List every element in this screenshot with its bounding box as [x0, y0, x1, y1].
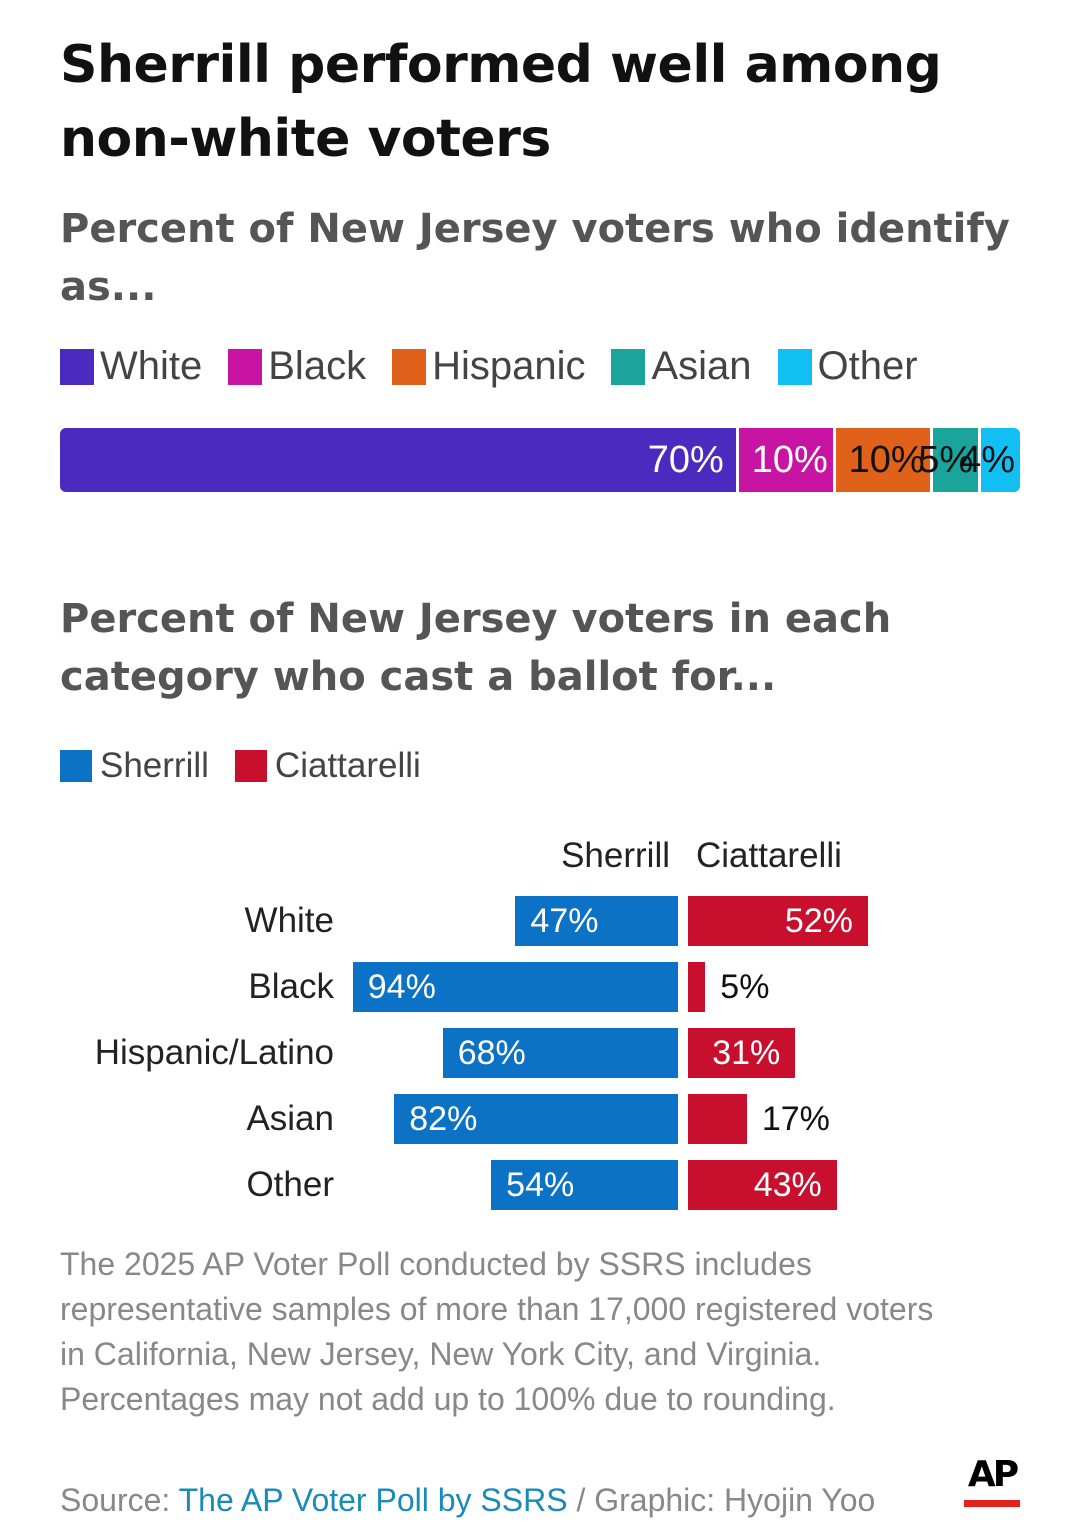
- legend-item-black: Black: [228, 344, 366, 389]
- segment-label: 10%: [751, 438, 828, 481]
- bar-label-ciattarelli: 5%: [720, 968, 770, 1006]
- legend-swatch: [611, 348, 646, 385]
- row-label-white: White: [244, 901, 334, 940]
- legend-swatch: [228, 348, 263, 385]
- row-label-black: Black: [248, 967, 334, 1006]
- source-credit: / Graphic: Hyojin Yoo: [567, 1482, 876, 1518]
- bar-sherrill: [352, 962, 678, 1012]
- ap-logo-underline: [964, 1500, 1020, 1507]
- legend-label: Asian: [651, 344, 752, 388]
- bar-label-sherrill: 68%: [457, 1034, 526, 1072]
- legend-item-other: Other: [777, 344, 918, 389]
- legend-item-ciattarelli: Ciattarelli: [234, 746, 421, 786]
- bar-ciattarelli: [688, 962, 706, 1012]
- bar-sherrill: [442, 1028, 678, 1078]
- bar-sherrill: [515, 896, 678, 946]
- stacked-bar: 70% 10% 10% 5% 4%: [60, 428, 1020, 492]
- row-label-asian: Asian: [246, 1099, 334, 1138]
- ap-logo: AP: [962, 1456, 1022, 1507]
- legend-swatch: [777, 348, 812, 385]
- source-link[interactable]: The AP Voter Poll by SSRS: [178, 1482, 568, 1518]
- bar-ciattarelli: [688, 1028, 796, 1078]
- segment-label: 70%: [647, 438, 724, 481]
- chart-title: Sherrill performed well among non-white …: [60, 35, 942, 169]
- ap-logo-text: AP: [967, 1454, 1019, 1495]
- stacked-segment-asian: 5%: [918, 428, 979, 492]
- bar-sherrill: [394, 1094, 678, 1144]
- chart2-subtitle: Percent of New Jersey voters in each cat…: [60, 596, 892, 700]
- segment-label: 5%: [918, 438, 974, 481]
- row-label-other: Other: [246, 1165, 334, 1204]
- chart2-legend: Sherrill Ciattarelli: [60, 746, 447, 786]
- legend-item-sherrill: Sherrill: [60, 746, 209, 786]
- bar-label-ciattarelli: 52%: [784, 902, 853, 940]
- bar-label-sherrill: 82%: [409, 1100, 478, 1138]
- bar-label-sherrill: 47%: [530, 902, 599, 940]
- row-label-hispanic-latino: Hispanic/Latino: [94, 1033, 334, 1072]
- source-prefix: Source:: [60, 1482, 179, 1518]
- segment-label: 10%: [848, 438, 925, 481]
- legend-label: Sherrill: [100, 746, 209, 785]
- bar-label-ciattarelli: 17%: [761, 1100, 830, 1138]
- legend-item-white: White: [60, 344, 202, 389]
- column-header-ciattarelli: Ciattarelli: [696, 836, 842, 875]
- bar-label-sherrill: 54%: [506, 1166, 575, 1204]
- stacked-segment-hispanic: 10%: [835, 428, 930, 492]
- stacked-segment-white: 70%: [60, 428, 736, 492]
- stacked-segment-black: 10%: [738, 428, 833, 492]
- legend-label: Other: [817, 344, 918, 388]
- legend-swatch: [234, 750, 267, 782]
- legend-label: Ciattarelli: [274, 746, 421, 785]
- column-header-sherrill: Sherrill: [561, 836, 670, 875]
- legend-item-asian: Asian: [611, 344, 752, 389]
- bar-ciattarelli: [688, 896, 868, 946]
- legend-label: Black: [268, 344, 367, 388]
- methodology-note: The 2025 AP Voter Poll conducted by SSRS…: [60, 1246, 934, 1417]
- segment-label: 4%: [960, 438, 1015, 481]
- bar-label-sherrill: 94%: [367, 968, 436, 1006]
- stacked-segment-other: 4%: [960, 428, 1020, 492]
- chart1-subtitle: Percent of New Jersey voters who identif…: [60, 206, 1010, 310]
- legend-label: Hispanic: [432, 344, 586, 388]
- bar-ciattarelli: [688, 1160, 837, 1210]
- legend-swatch: [60, 348, 94, 385]
- bar-label-ciattarelli: 43%: [753, 1166, 822, 1204]
- legend-swatch: [60, 750, 92, 782]
- chart1-legend: White Black Hispanic Asian Other: [60, 344, 944, 389]
- bar-ciattarelli: [688, 1094, 747, 1144]
- source-line: Source: The AP Voter Poll by SSRS / Grap…: [60, 1482, 875, 1519]
- bar-sherrill: [491, 1160, 678, 1210]
- legend-label: White: [100, 344, 203, 388]
- legend-swatch: [392, 348, 427, 385]
- legend-item-hispanic: Hispanic: [392, 344, 585, 389]
- bar-label-ciattarelli: 31%: [712, 1034, 781, 1072]
